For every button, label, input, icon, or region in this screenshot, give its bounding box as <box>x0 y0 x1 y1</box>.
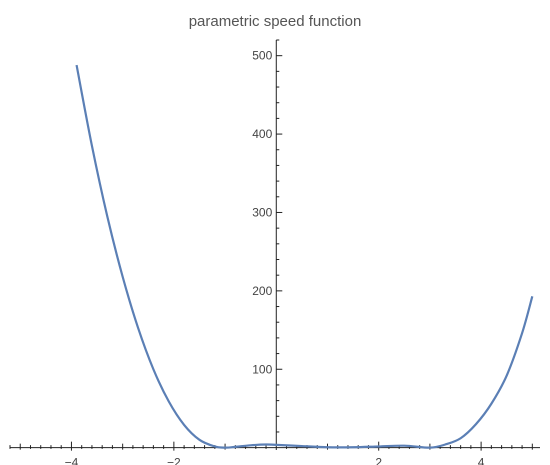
x-tick-label: −4 <box>65 456 79 465</box>
chart-title: parametric speed function <box>189 13 362 30</box>
y-tick-label: 300 <box>252 205 272 219</box>
x-tick-label: 4 <box>478 456 485 465</box>
series-line <box>75 64 534 449</box>
x-tick-label: 2 <box>375 456 382 465</box>
y-tick-label: 500 <box>252 49 272 63</box>
y-tick-label: 100 <box>252 362 272 376</box>
ticks: −4 −2 2 4 100 200 300 400 500 <box>9 39 533 465</box>
y-tick-label: 200 <box>252 284 272 298</box>
axes <box>10 40 540 450</box>
y-tick-label: 400 <box>252 127 272 141</box>
x-tick-label: −2 <box>167 456 181 465</box>
series-group <box>75 64 534 449</box>
